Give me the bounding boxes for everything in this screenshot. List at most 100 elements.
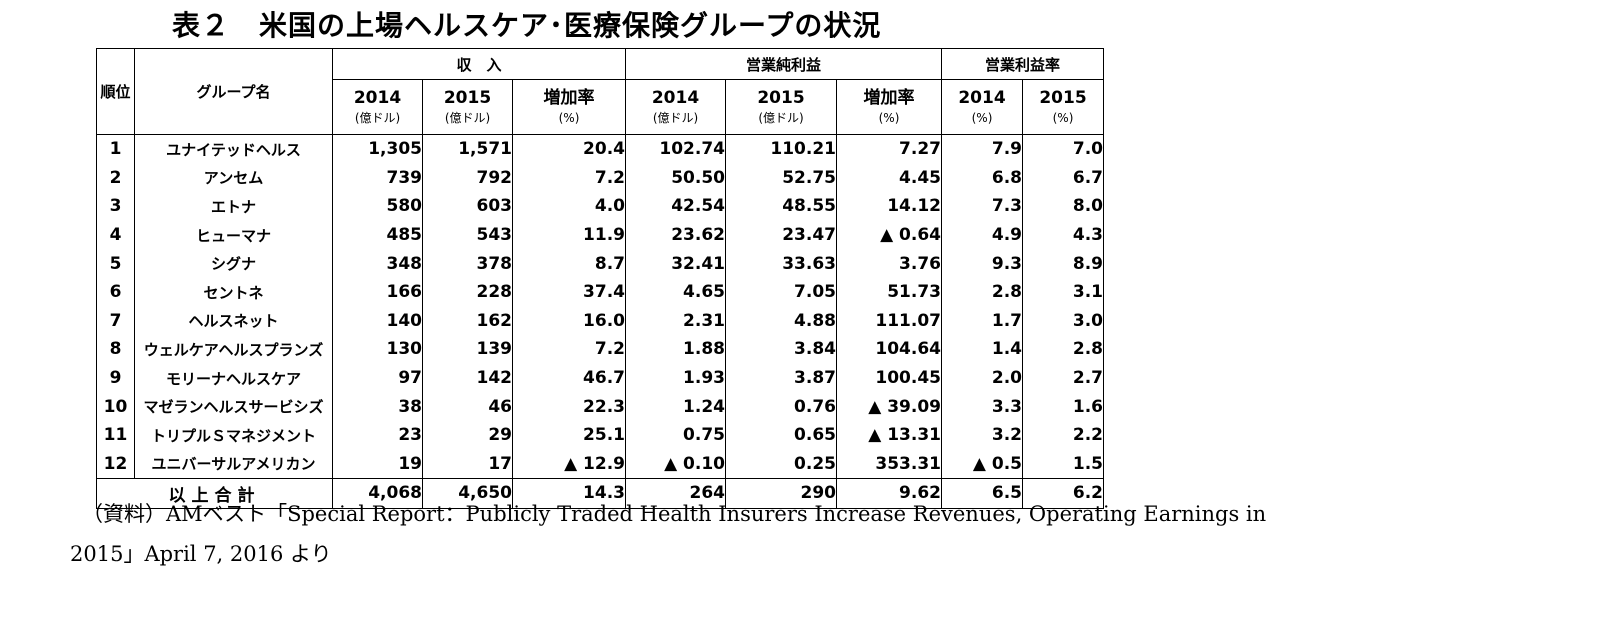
header-rev-growth: 増加率 (%): [512, 79, 626, 135]
revenue-2014-cell: 485: [332, 220, 423, 250]
revenue-growth-cell: 25.1: [512, 420, 626, 450]
group-name-cell: ヘルスネット: [134, 306, 333, 336]
margin-2014-cell: 1.7: [941, 306, 1023, 336]
revenue-2014-cell: 19: [332, 449, 423, 479]
net-income-2014-cell: 4.65: [625, 277, 726, 307]
net-income-growth-cell: ▲ 0.64: [836, 220, 942, 250]
group-name-cell: セントネ: [134, 277, 333, 307]
table-body: 1 ユナイテッドヘルス 1,305 1,571 20.4 102.74 110.21 7.27…: [96, 133, 1104, 509]
net-income-2015-cell: 7.05: [725, 277, 837, 307]
revenue-2015-cell: 46: [422, 392, 513, 421]
net-income-2015-cell: 52.75: [725, 163, 837, 193]
rank-cell: 7: [96, 306, 135, 336]
rank-cell: 9: [96, 363, 135, 393]
total-revenue-growth-cell: 14.3: [512, 478, 626, 509]
revenue-2014-cell: 130: [332, 335, 423, 364]
rank-cell: 6: [96, 277, 135, 307]
net-income-2014-cell: 0.75: [625, 420, 726, 450]
net-income-2014-cell: 32.41: [625, 249, 726, 278]
source-note-line1: （資料）AMベスト「Special Report：Publicly Traded…: [82, 502, 1267, 526]
rank-cell: 4: [96, 220, 135, 250]
table-row: 11 トリプルＳマネジメント 23 29 25.1 0.75 0.65 ▲ 13.31 3.2 2…: [96, 420, 1104, 450]
revenue-growth-cell: 20.4: [512, 133, 626, 164]
net-income-2015-cell: 0.65: [725, 420, 837, 450]
revenue-growth-cell: 11.9: [512, 220, 626, 250]
revenue-growth-cell: 8.7: [512, 249, 626, 278]
revenue-growth-cell: 7.2: [512, 335, 626, 364]
margin-2014-cell: 6.8: [941, 163, 1023, 193]
revenue-2015-cell: 228: [422, 277, 513, 307]
net-income-growth-cell: 14.12: [836, 192, 942, 221]
net-income-2014-cell: 1.88: [625, 335, 726, 364]
net-income-2014-cell: 50.50: [625, 163, 726, 193]
net-income-growth-cell: 4.45: [836, 163, 942, 193]
revenue-growth-cell: ▲ 12.9: [512, 449, 626, 479]
group-name-cell: ユニバーサルアメリカン: [134, 449, 333, 479]
net-income-growth-cell: 353.31: [836, 449, 942, 479]
header-inc-2014: 2014 (億ドル): [625, 79, 726, 135]
net-income-growth-cell: ▲ 13.31: [836, 420, 942, 450]
net-income-growth-cell: 111.07: [836, 306, 942, 336]
rank-cell: 2: [96, 163, 135, 193]
group-name-cell: ウェルケアヘルスプランズ: [134, 335, 333, 364]
revenue-2014-cell: 1,305: [332, 133, 423, 164]
group-name-cell: マゼランヘルスサービシズ: [134, 392, 333, 421]
revenue-2014-cell: 140: [332, 306, 423, 336]
revenue-2015-cell: 142: [422, 363, 513, 393]
net-income-2014-cell: 2.31: [625, 306, 726, 336]
revenue-2014-cell: 23: [332, 420, 423, 450]
group-name-cell: エトナ: [134, 192, 333, 221]
revenue-2014-cell: 580: [332, 192, 423, 221]
revenue-growth-cell: 7.2: [512, 163, 626, 193]
revenue-2014-cell: 348: [332, 249, 423, 278]
margin-2015-cell: 6.7: [1022, 163, 1104, 193]
net-income-2015-cell: 4.88: [725, 306, 837, 336]
group-name-cell: モリーナヘルスケア: [134, 363, 333, 393]
table-title: 表２ 米国の上場ヘルスケア･医療保険グループの状況: [172, 9, 882, 42]
revenue-2015-cell: 1,571: [422, 133, 513, 164]
total-label: 以上合計: [96, 478, 333, 509]
rank-cell: 10: [96, 392, 135, 421]
net-income-growth-cell: 51.73: [836, 277, 942, 307]
margin-2015-cell: 8.0: [1022, 192, 1104, 221]
net-income-2014-cell: 23.62: [625, 220, 726, 250]
revenue-2015-cell: 378: [422, 249, 513, 278]
header-rev-2015: 2015 (億ドル): [422, 79, 513, 135]
net-income-2014-cell: 1.24: [625, 392, 726, 421]
header-margin-2014: 2014 (%): [941, 79, 1023, 135]
table-row: 8 ウェルケアヘルスプランズ 130 139 7.2 1.88 3.84 104.64 1.4 2…: [96, 335, 1104, 364]
margin-2015-cell: 1.5: [1022, 449, 1104, 479]
net-income-growth-cell: ▲ 39.09: [836, 392, 942, 421]
header-rank: 順位: [96, 48, 135, 135]
revenue-2015-cell: 17: [422, 449, 513, 479]
rank-cell: 3: [96, 192, 135, 221]
table-row: 3 エトナ 580 603 4.0 42.54 48.55 14.12 7.3 8.0: [96, 192, 1104, 221]
net-income-2014-cell: 102.74: [625, 133, 726, 164]
table-row: 4 ヒューマナ 485 543 11.9 23.62 23.47 ▲ 0.64 4.9 4.3: [96, 220, 1104, 250]
group-name-cell: アンセム: [134, 163, 333, 193]
table-row: 10 マゼランヘルスサービシズ 38 46 22.3 1.24 0.76 ▲ 39.09 3.3…: [96, 392, 1104, 421]
group-name-cell: ユナイテッドヘルス: [134, 133, 333, 164]
net-income-growth-cell: 3.76: [836, 249, 942, 278]
table-row: 9 モリーナヘルスケア 97 142 46.7 1.93 3.87 100.45 2.0 2.7: [96, 363, 1104, 393]
rank-cell: 12: [96, 449, 135, 479]
margin-2015-cell: 1.6: [1022, 392, 1104, 421]
header-rev-2014: 2014 (億ドル): [332, 79, 423, 135]
table-row: 1 ユナイテッドヘルス 1,305 1,571 20.4 102.74 110.21 7.27…: [96, 133, 1104, 164]
revenue-2015-cell: 543: [422, 220, 513, 250]
revenue-2014-cell: 38: [332, 392, 423, 421]
net-income-2015-cell: 110.21: [725, 133, 837, 164]
total-revenue-2014-cell: 4,068: [332, 478, 423, 509]
revenue-growth-cell: 46.7: [512, 363, 626, 393]
net-income-2015-cell: 3.87: [725, 363, 837, 393]
header-net-income: 営業純利益: [625, 48, 942, 80]
revenue-growth-cell: 37.4: [512, 277, 626, 307]
revenue-2015-cell: 792: [422, 163, 513, 193]
revenue-2014-cell: 739: [332, 163, 423, 193]
net-income-2014-cell: ▲ 0.10: [625, 449, 726, 479]
header-margin-2015: 2015 (%): [1022, 79, 1104, 135]
table-row: 6 セントネ 166 228 37.4 4.65 7.05 51.73 2.8 3.1: [96, 277, 1104, 307]
header-group-name: グループ名: [134, 48, 333, 135]
table-row: 2 アンセム 739 792 7.2 50.50 52.75 4.45 6.8 6.7: [96, 163, 1104, 193]
revenue-2014-cell: 166: [332, 277, 423, 307]
